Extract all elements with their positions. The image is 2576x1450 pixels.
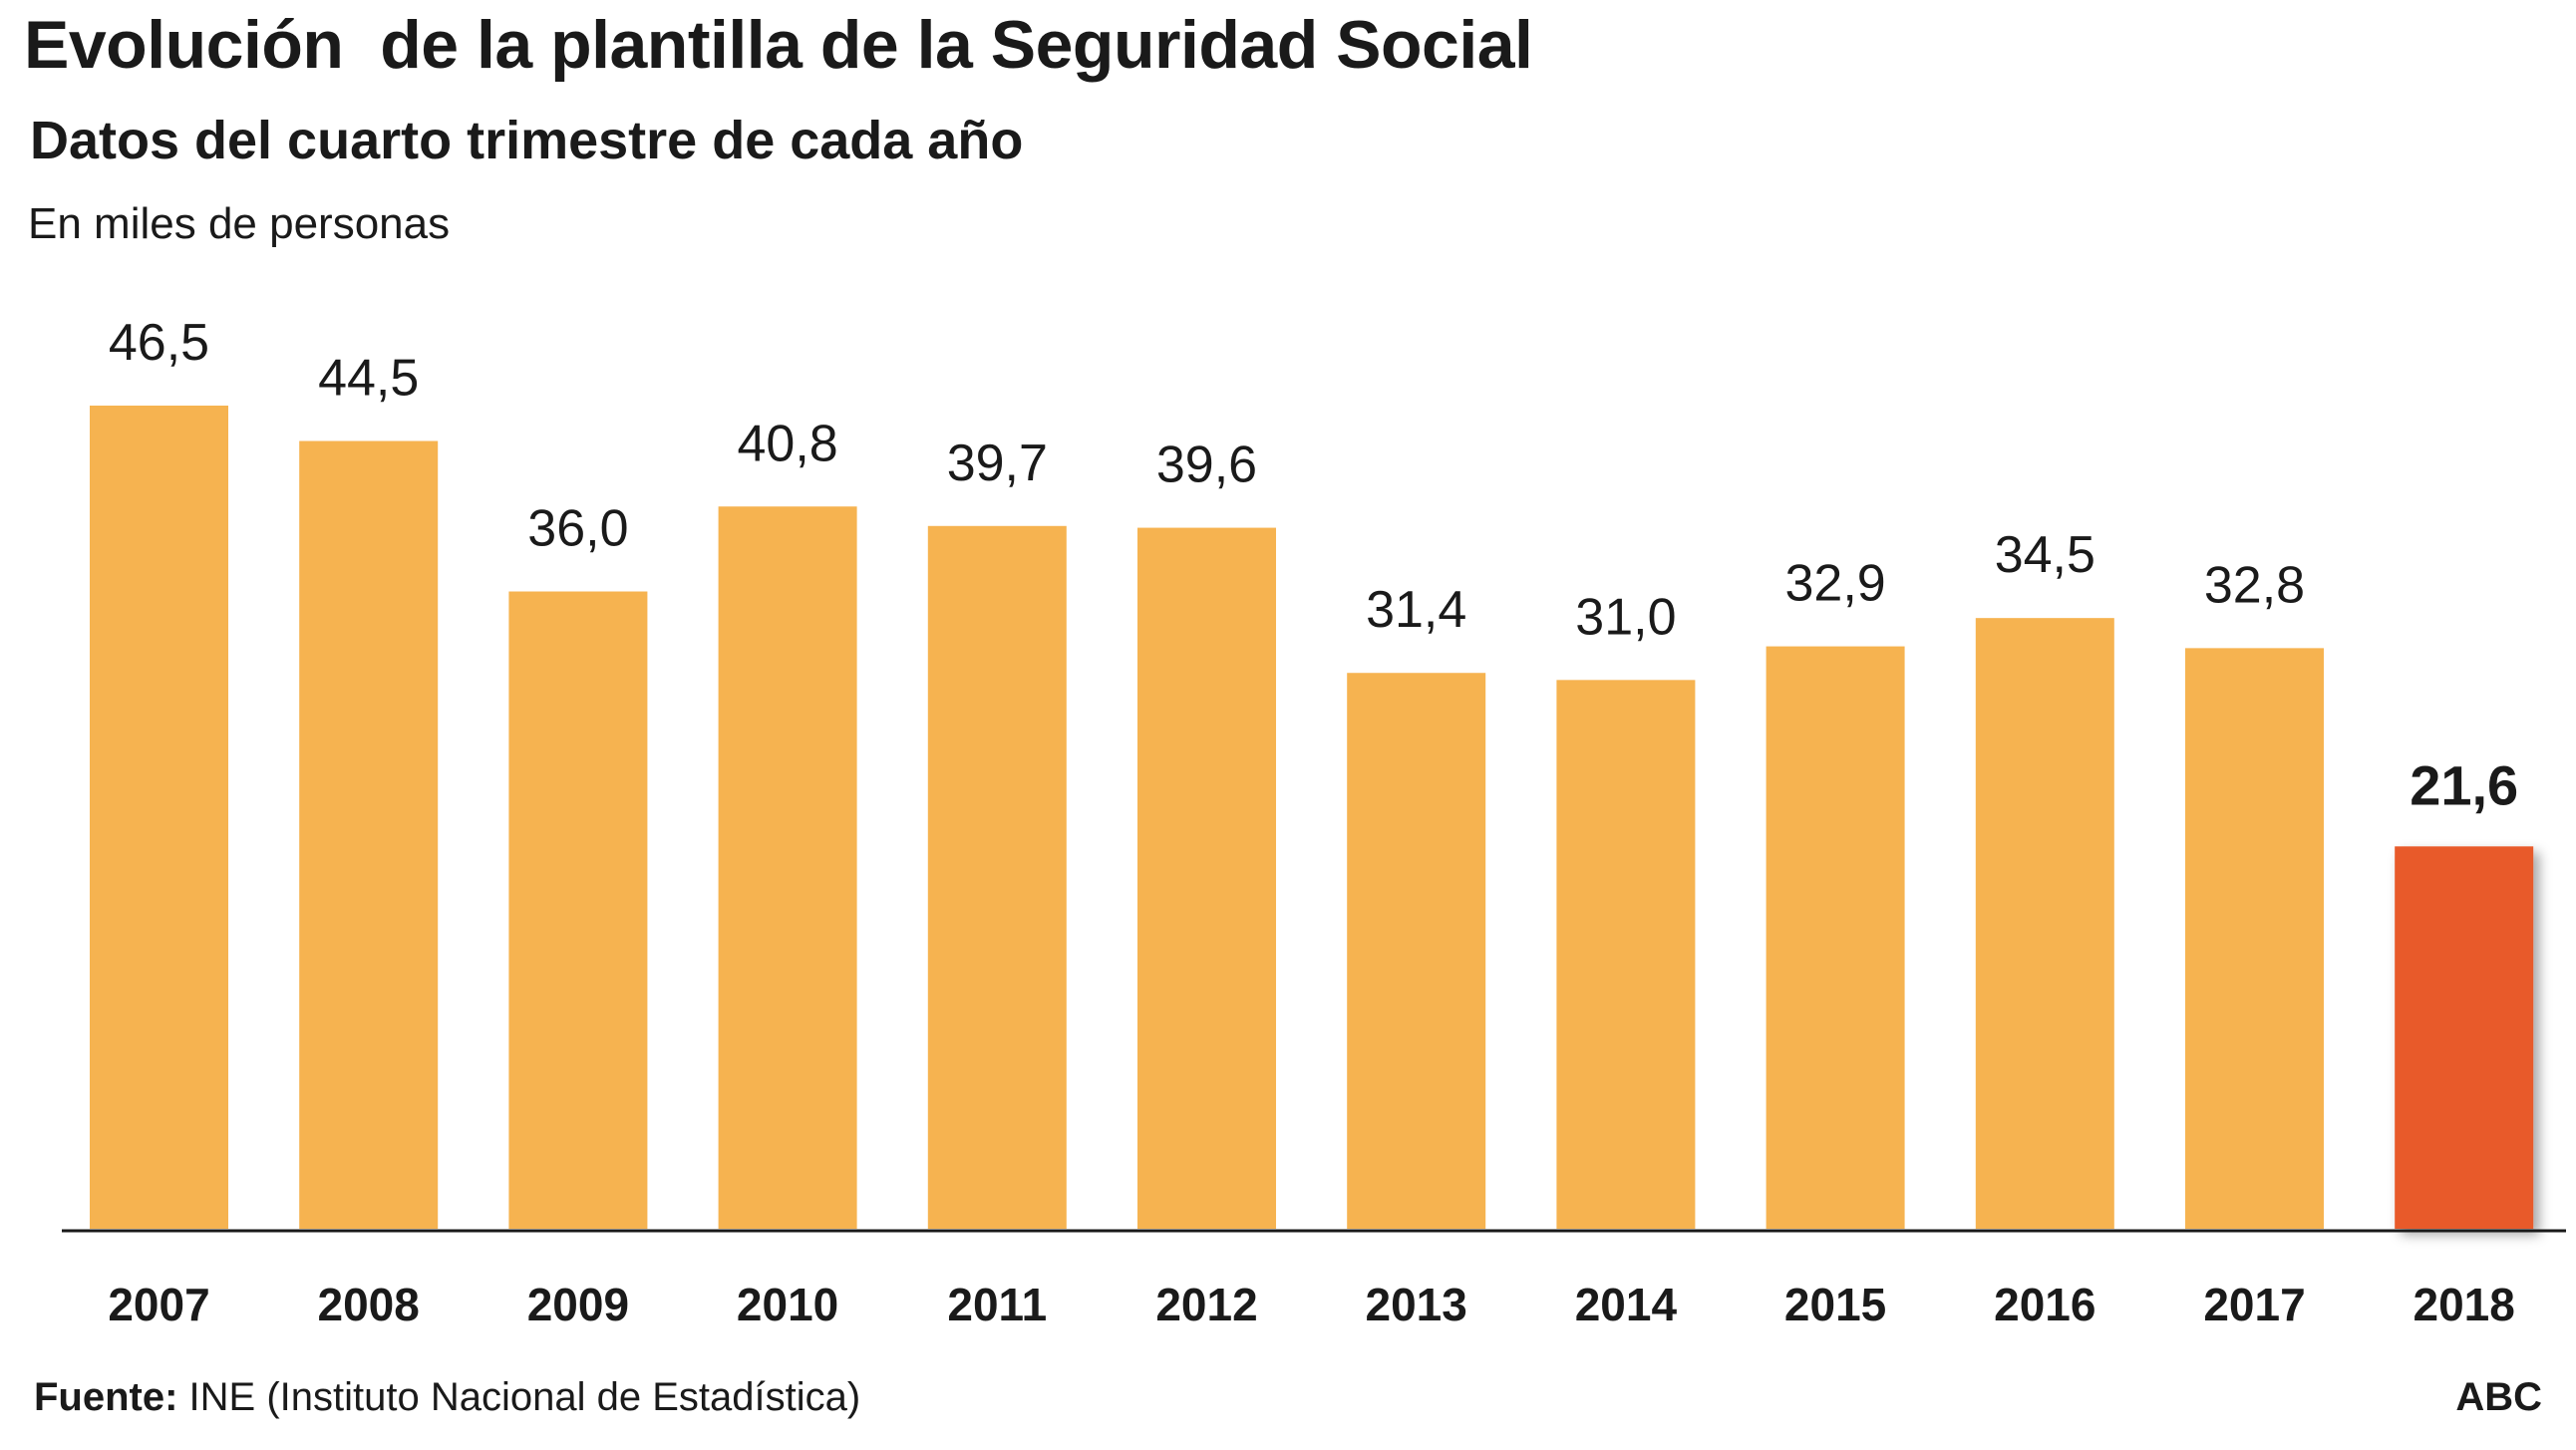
value-label-2009: 36,0 — [527, 500, 628, 558]
chart-subtitle: Datos del cuarto trimestre de cada año — [30, 111, 1024, 170]
bar-2014 — [1556, 680, 1696, 1229]
bar-2018 — [2395, 846, 2534, 1229]
x-tick-2018: 2018 — [2414, 1279, 2515, 1330]
bar-2017 — [2185, 648, 2324, 1229]
bar-chart: 46,5 44,5 36,0 40,8 39,7 39,6 31,4 31,0 32,9 34,5… — [62, 314, 2566, 1330]
source-label: Fuente: — [34, 1375, 178, 1419]
x-tick-2017: 2017 — [2203, 1279, 2305, 1330]
x-tick-2007: 2007 — [108, 1279, 209, 1330]
brand-logo: ABC — [2455, 1375, 2542, 1419]
value-label-2017: 32,8 — [2204, 556, 2305, 614]
chart-title: Evolución de la plantilla de la Segurida… — [24, 7, 1533, 83]
bar-2011 — [927, 525, 1067, 1229]
value-label-2007: 46,5 — [109, 314, 209, 372]
source-note: Fuente: INE (Instituto Nacional de Estad… — [34, 1375, 860, 1420]
x-tick-2014: 2014 — [1575, 1279, 1678, 1330]
bar-2013 — [1347, 673, 1486, 1229]
value-label-2013: 31,4 — [1366, 581, 1466, 639]
value-label-2011: 39,7 — [947, 435, 1048, 492]
bar-2016 — [1975, 618, 2114, 1229]
bar-2007 — [90, 406, 228, 1229]
value-label-2012: 39,6 — [1156, 436, 1257, 494]
x-tick-2010: 2010 — [737, 1279, 838, 1330]
x-tick-2008: 2008 — [318, 1279, 420, 1330]
bar-2010 — [718, 506, 857, 1230]
x-tick-2015: 2015 — [1784, 1279, 1886, 1330]
x-tick-2012: 2012 — [1155, 1279, 1257, 1330]
bar-2015 — [1766, 646, 1905, 1229]
x-tick-labels: 2007 2008 2009 2010 2011 2012 2013 2014 2015 2016… — [108, 1279, 2515, 1330]
bar-2012 — [1137, 527, 1276, 1229]
value-label-2008: 44,5 — [318, 350, 419, 408]
x-tick-2016: 2016 — [1994, 1279, 2095, 1330]
value-label-2014: 31,0 — [1575, 588, 1676, 646]
bar-2008 — [299, 440, 439, 1230]
value-label-2018: 21,6 — [2410, 753, 2518, 816]
source-text: INE (Instituto Nacional de Estadística) — [177, 1375, 861, 1419]
x-tick-2013: 2013 — [1366, 1279, 1467, 1330]
x-tick-2011: 2011 — [947, 1279, 1047, 1330]
value-label-2016: 34,5 — [1995, 526, 2095, 584]
bar-2009 — [508, 591, 648, 1229]
value-label-2015: 32,9 — [1784, 555, 1885, 613]
bars-layer — [90, 406, 2534, 1230]
value-label-2010: 40,8 — [737, 415, 837, 472]
unit-label: En miles de personas — [28, 199, 451, 248]
x-tick-2009: 2009 — [527, 1279, 629, 1330]
labels-layer: 46,5 44,5 36,0 40,8 39,7 39,6 31,4 31,0 32,9 34,5… — [109, 314, 2518, 816]
